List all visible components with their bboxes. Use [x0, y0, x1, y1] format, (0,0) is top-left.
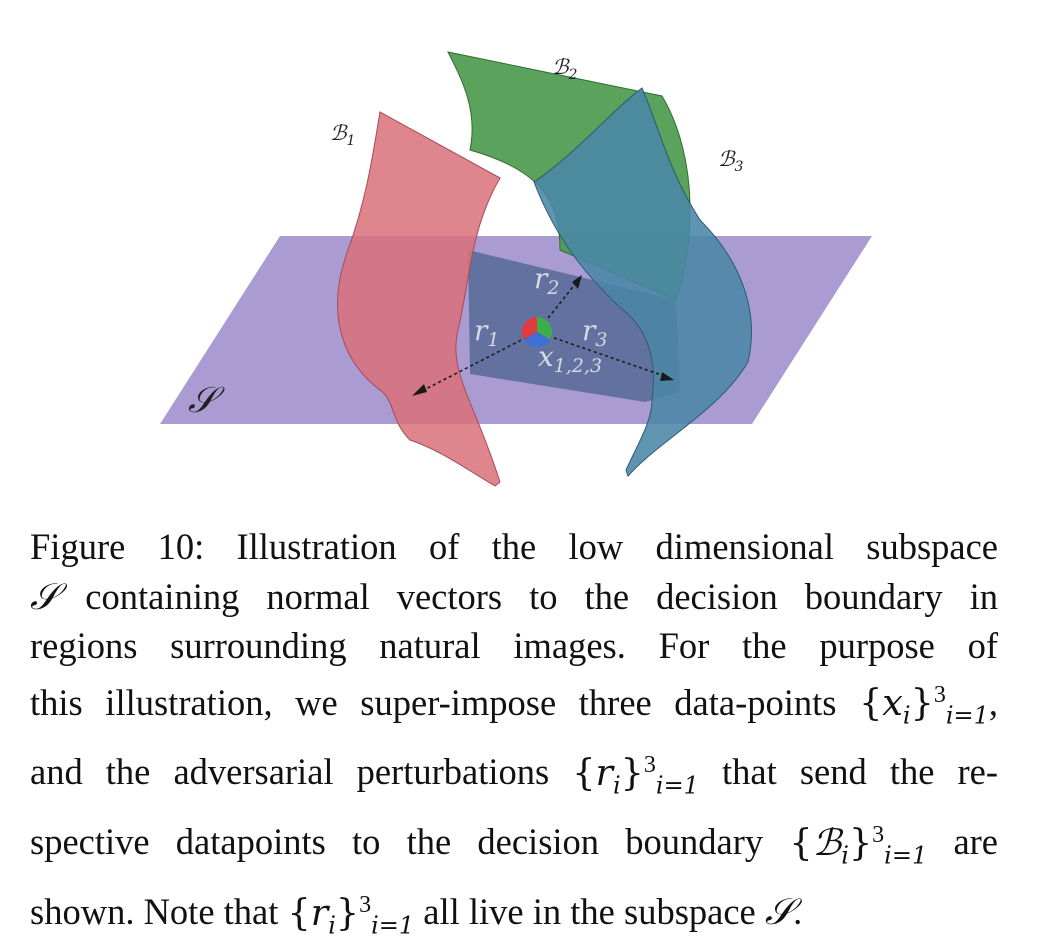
set-x-notation: {xi}3i=1, — [859, 680, 998, 729]
decision-boundary-1 — [337, 111, 501, 487]
set-r-notation-2: {ri}3i=1 — [287, 890, 415, 939]
caption-line-4-text: this illustration, we super-impose three… — [30, 681, 860, 723]
arrow-r1 — [415, 331, 538, 395]
point-label: x1,2,3 — [538, 340, 602, 377]
caption-line-5-post: that send the re- — [698, 751, 998, 793]
boundary-2-label: ℬ2 — [552, 55, 578, 83]
arrow-head-r1 — [412, 384, 427, 396]
data-point — [521, 317, 553, 348]
caption-line-5: and the adversarial perturbations {ri}3i… — [30, 740, 998, 810]
caption-line-2-text: containing normal vectors to the decisio… — [58, 575, 998, 617]
subspace-symbol-2: 𝒮 — [764, 890, 794, 934]
arrow-head-r3 — [660, 372, 674, 381]
caption-line-7: shown. Note that {ri}3i=1 all live in th… — [30, 890, 803, 939]
decision-boundary-3 — [533, 87, 752, 477]
r1-label: r1 — [474, 314, 499, 351]
set-r-notation: {ri}3i=1 — [572, 750, 699, 799]
caption-line-7-mid: all live in the subspace — [414, 891, 765, 933]
caption-line-4: this illustration, we super-impose three… — [30, 671, 998, 741]
caption-line-5-pre: and the adversarial perturbations — [30, 751, 573, 793]
r2-label: r2 — [534, 262, 559, 299]
boundary-3-label: ℬ3 — [718, 147, 744, 175]
caption-line-7-pre: shown. Note that — [30, 891, 288, 933]
caption-line-6-pre: spective datapoints to the decision boun… — [30, 821, 790, 863]
data-point-blue — [524, 332, 550, 348]
boundary-1-label: ℬ1 — [330, 121, 355, 149]
figure-illustration: 𝒮 ℬ1 ℬ2 ℬ3 r1 r2 r3 x1,2,3 — [160, 51, 872, 487]
caption-line-1: Figure 10: Illustration of the low dimen… — [30, 526, 998, 567]
perturbation-arrows — [415, 277, 671, 395]
caption-line-6-post: are — [927, 821, 998, 863]
set-b-notation: {ℬi}3i=1 — [789, 820, 928, 869]
subspace-symbol: 𝒮 — [30, 574, 59, 618]
caption-line-6: spective datapoints to the decision boun… — [30, 810, 998, 880]
r3-label: r3 — [582, 314, 607, 351]
caption-line-3: regions surrounding natural images. For … — [30, 625, 998, 666]
data-point-red — [521, 317, 537, 340]
data-point-green — [537, 317, 553, 340]
plane-shadow-region — [468, 250, 680, 402]
caption-line-2: 𝒮 containing normal vectors to the decis… — [30, 572, 998, 622]
arrow-head-r2 — [572, 275, 582, 289]
figure-caption: Figure 10: Illustration of the low dimen… — [30, 522, 998, 950]
arrow-heads — [412, 275, 674, 396]
